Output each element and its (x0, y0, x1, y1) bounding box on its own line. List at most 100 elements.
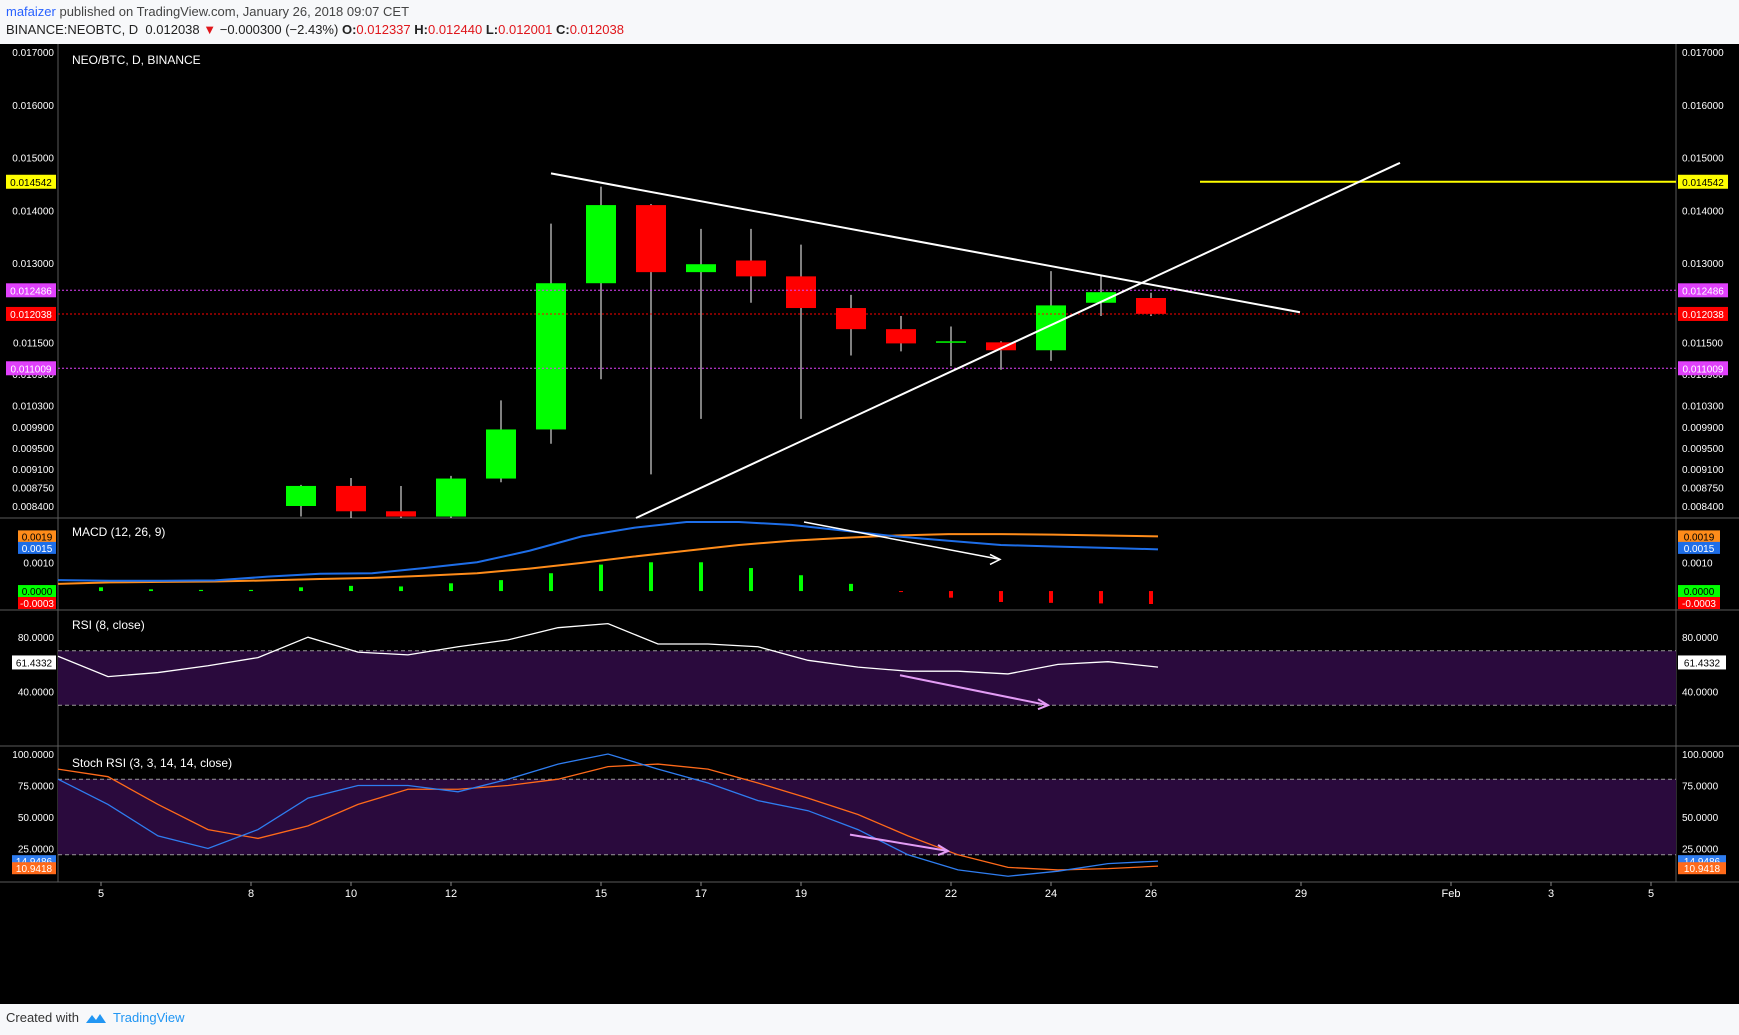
footer: Created with TradingView (6, 1010, 185, 1025)
publish-line: mafaizer published on TradingView.com, J… (6, 4, 409, 19)
stoch-tick-right: 25.0000 (1682, 845, 1719, 856)
close-label: C: (555, 22, 570, 37)
stoch-value-label-right: 10.9418 (1684, 864, 1721, 875)
candle-body (736, 260, 766, 277)
macd-value-label-right-bg (1678, 585, 1720, 598)
x-tick-label: 12 (445, 888, 457, 900)
candle-body (686, 264, 716, 273)
price-tick-left: 0.014000 (12, 206, 54, 217)
stoch-tick-left: 25.0000 (18, 845, 55, 856)
price-marker-left-bg (6, 306, 56, 321)
price-tick-left: 0.009500 (12, 444, 54, 455)
price-tick-right: 0.013000 (1682, 259, 1724, 270)
price-marker-right: 0.012486 (1682, 286, 1724, 297)
stoch-k-line (57, 753, 1159, 877)
price-marker-right-bg (1678, 283, 1728, 298)
rsi-tick-right: 40.0000 (1682, 688, 1719, 699)
macd-value-label-right-bg (1678, 541, 1720, 554)
macd-value-label-right-bg (1678, 597, 1720, 610)
price-tick-right: 0.008750 (1682, 484, 1724, 495)
x-tick-label: Feb (1442, 888, 1461, 900)
chart-area[interactable]: 5 8 10 12 15 17 19 22 24 26 29 Feb 3 5 NEO/BTC, D, BIN… (0, 44, 1739, 1004)
price-tick-left: 0.013000 (12, 259, 54, 270)
macd-line (57, 521, 1159, 582)
price-marker-right-bg (1678, 306, 1728, 321)
macd-histogram-bar (1149, 591, 1153, 604)
macd-value-label-left-bg (18, 541, 56, 554)
x-tick-label: 8 (248, 888, 254, 900)
x-tick-label: 5 (1648, 888, 1654, 900)
candle-body (286, 485, 316, 506)
price-marker-right: 0.014542 (1682, 178, 1724, 189)
macd-histogram-bar (1099, 591, 1103, 604)
macd-histogram-bar (799, 575, 803, 592)
ascending-trendline (635, 161, 1401, 519)
candle-body (486, 429, 516, 479)
price-tick-left: 0.015000 (12, 154, 54, 165)
x-tick-label: 22 (945, 888, 957, 900)
low-value: 0.012001 (498, 22, 553, 37)
price-panel-title: NEO/BTC, D, BINANCE (72, 53, 201, 67)
candle-body (1086, 292, 1116, 303)
rsi-panel-title: RSI (8, close) (72, 618, 145, 632)
macd-value-label-left-bg (18, 597, 56, 610)
candle-body (986, 342, 1016, 351)
macd-value-label-left: 0.0000 (22, 587, 53, 598)
price-tick-right: 0.009500 (1682, 444, 1724, 455)
stoch-value-label-left: 10.9418 (16, 864, 53, 875)
rsi-current-right-bg (1678, 655, 1726, 670)
descending-trendline (550, 172, 1301, 314)
macd-value-label-right: 0.0000 (1684, 587, 1715, 598)
price-marker-left-bg (6, 283, 56, 298)
candle-body (836, 308, 866, 330)
macd-signal-line (57, 533, 1159, 585)
price-tick-left: 0.010300 (12, 402, 54, 413)
stoch-tick-right: 50.0000 (1682, 813, 1719, 824)
stoch-value-label-right-bg (1678, 862, 1726, 875)
stoch-arrow-head (937, 844, 951, 856)
price-tick-right: 0.008400 (1682, 502, 1724, 513)
rsi-arrow-head (1037, 698, 1051, 711)
candle-body (436, 478, 466, 517)
x-tick-label: 3 (1548, 888, 1554, 900)
macd-value-label-left: -0.0003 (20, 599, 54, 610)
macd-arrow-head (989, 553, 1002, 566)
price-tick-left: 0.010900 (12, 370, 54, 381)
candle-body (536, 283, 566, 430)
x-tick-label: 29 (1295, 888, 1307, 900)
stoch-tick-left: 100.0000 (12, 750, 54, 761)
price-marker-left: 0.014542 (10, 178, 52, 189)
price-tick-left: 0.011500 (13, 338, 54, 349)
x-tick-label: 19 (795, 888, 807, 900)
macd-histogram-bar (299, 587, 303, 592)
price-tick-left: 0.009900 (12, 423, 54, 434)
chart-svg[interactable]: 5 8 10 12 15 17 19 22 24 26 29 Feb 3 5 NEO/BTC, D, BIN… (0, 44, 1739, 1004)
created-with-text: Created with (6, 1010, 79, 1025)
x-tick-label: 17 (695, 888, 707, 900)
price-tick-right: 0.014000 (1682, 206, 1724, 217)
price-change: −0.000300 (−2.43%) (219, 22, 339, 37)
high-label: H: (414, 22, 428, 37)
macd-tick-right: 0.0010 (1682, 558, 1713, 569)
close-value: 0.012038 (569, 22, 624, 37)
publish-text: published on TradingView.com, January 26… (55, 4, 410, 19)
candle-body (1036, 305, 1066, 351)
high-value: 0.012440 (427, 22, 483, 37)
candle-body (1136, 298, 1166, 314)
macd-histogram-bar (249, 589, 253, 592)
price-tick-right: 0.009900 (1682, 423, 1724, 434)
rsi-band (58, 650, 1676, 706)
open-label: O: (341, 22, 357, 37)
tradingview-brand[interactable]: TradingView (112, 1010, 185, 1025)
price-marker-right-bg (1678, 174, 1728, 189)
author-link[interactable]: mafaizer (6, 4, 56, 19)
macd-histogram-bar (149, 589, 153, 592)
macd-histogram-bar (349, 585, 353, 592)
price-tick-left: 0.016000 (12, 101, 54, 112)
price-marker-left-bg (6, 174, 56, 189)
price-tick-right: 0.010900 (1682, 370, 1724, 381)
macd-value-label-right: -0.0003 (1682, 599, 1716, 610)
macd-histogram-bar (399, 586, 403, 592)
last-price: 0.012038 (145, 22, 200, 37)
price-tick-right: 0.015000 (1682, 154, 1724, 165)
